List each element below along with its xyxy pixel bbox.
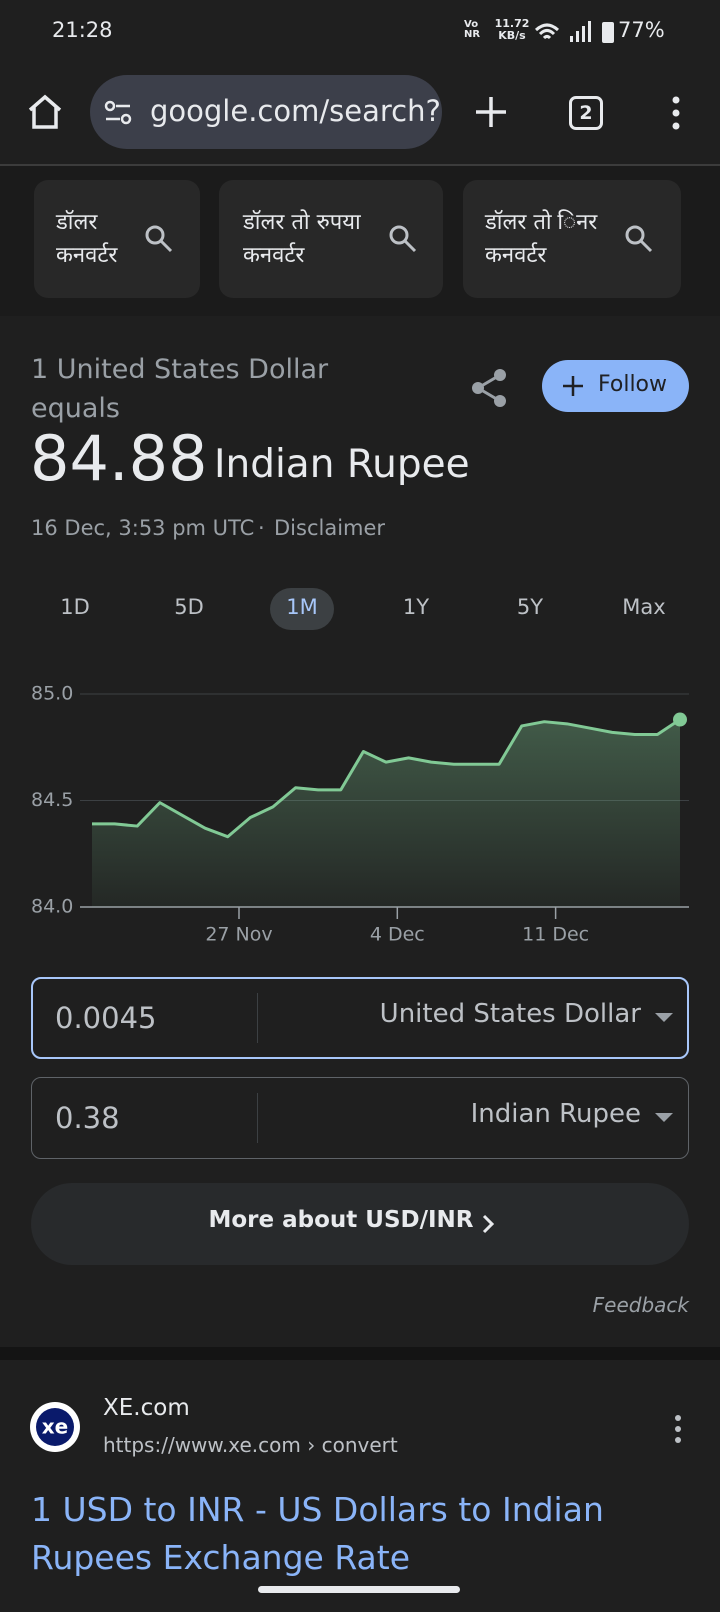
y-tick-label: 84.0 [31,896,73,918]
suggestion-text[interactable]: डॉलर तो िनर कनवर्टर [485,210,598,268]
home-button[interactable] [25,92,65,132]
plus-icon [563,376,583,396]
timestamp: 16 Dec, 3:53 pm UTC [31,516,255,540]
search-icon [625,225,653,253]
site-name[interactable]: XE.com [103,1395,190,1421]
suggestion-text[interactable]: डॉलर कनवर्टर [56,210,118,268]
to-amount[interactable]: 0.38 [55,1101,120,1135]
new-tab-button[interactable] [474,95,508,129]
nav-area [0,1576,720,1612]
more-label[interactable]: More about USD/INR [208,1207,474,1233]
section-divider [0,1347,720,1360]
to-field[interactable]: 0.38 Indian Rupee [31,1077,689,1159]
y-tick-label: 84.5 [31,789,73,811]
range-tab[interactable]: 5D [174,595,204,619]
chevron-icon [482,1214,495,1234]
y-tick-label: 85.0 [31,683,73,705]
logo-mark: xe [42,1415,68,1439]
from-field[interactable]: 0.0045 United States Dollar [31,977,689,1059]
site-settings-icon[interactable] [104,100,134,126]
from-currency[interactable]: United States Dollar [379,999,641,1029]
equals-line: 1 United States Dollar equals [31,354,329,424]
separator: · [258,516,265,540]
disclaimer[interactable]: Disclaimer [274,516,386,540]
battery: 77% [618,18,665,42]
range-selected [270,588,334,630]
search-icon [145,225,173,253]
dropdown-arrow [655,1113,673,1122]
status-icons [534,21,614,43]
site-logo: xe [30,1402,80,1452]
range-tab[interactable]: 5Y [516,595,544,619]
suggestion-chip[interactable]: डॉलर कनवर्टर [34,180,200,298]
result-title[interactable]: 1 USD to INR - US Dollars to Indian Rupe… [31,1490,604,1577]
gesture-bar[interactable] [258,1586,460,1593]
currency: Indian Rupee [214,442,470,487]
divider [0,164,720,166]
x-tick-label: 4 Dec [370,924,425,946]
rate: 84.88 [30,422,208,495]
range-tab[interactable]: 1Y [402,595,430,619]
line [92,718,681,839]
x-tick-label: 27 Nov [205,924,272,946]
field-divider [257,993,258,1043]
from-amount[interactable]: 0.0045 [55,1001,157,1035]
suggestion-chip[interactable]: डॉलर तो रुपया कनवर्टर [219,180,443,298]
end-point [673,712,687,727]
share-button[interactable] [470,368,510,408]
menu-button[interactable] [664,96,688,130]
follow-button[interactable]: Follow [542,360,689,412]
feedback[interactable]: Feedback [592,1293,689,1317]
site-url[interactable]: https://www.xe.com › convert [103,1433,398,1457]
area [92,719,680,907]
range-tab[interactable]: 1M [286,595,318,619]
suggestion-chip[interactable]: डॉलर तो िनर कनवर्टर [463,180,681,298]
url[interactable]: google.com/search? [150,94,441,128]
result-menu[interactable] [672,1414,684,1444]
speed: 11.72 KB/s [494,17,530,42]
range-tab[interactable]: Max [622,595,666,619]
chart: 84.0 84.5 85.0 27 Nov 4 Dec 11 Dec [31,683,689,946]
field-divider [257,1093,258,1143]
url-bar[interactable] [90,75,442,149]
tab-count[interactable]: 2 [569,96,603,130]
dropdown-arrow [655,1013,673,1022]
time: 21:28 [52,18,113,42]
suggestion-text[interactable]: डॉलर तो रुपया कनवर्टर [243,210,361,268]
search-icon [389,225,417,253]
range-tab[interactable]: 1D [60,595,90,619]
more-button[interactable]: More about USD/INR [31,1183,689,1265]
network: Vo NR [464,19,481,40]
follow-label[interactable]: Follow [598,372,668,397]
x-tick-label: 11 Dec [522,924,589,946]
to-currency[interactable]: Indian Rupee [470,1099,641,1129]
